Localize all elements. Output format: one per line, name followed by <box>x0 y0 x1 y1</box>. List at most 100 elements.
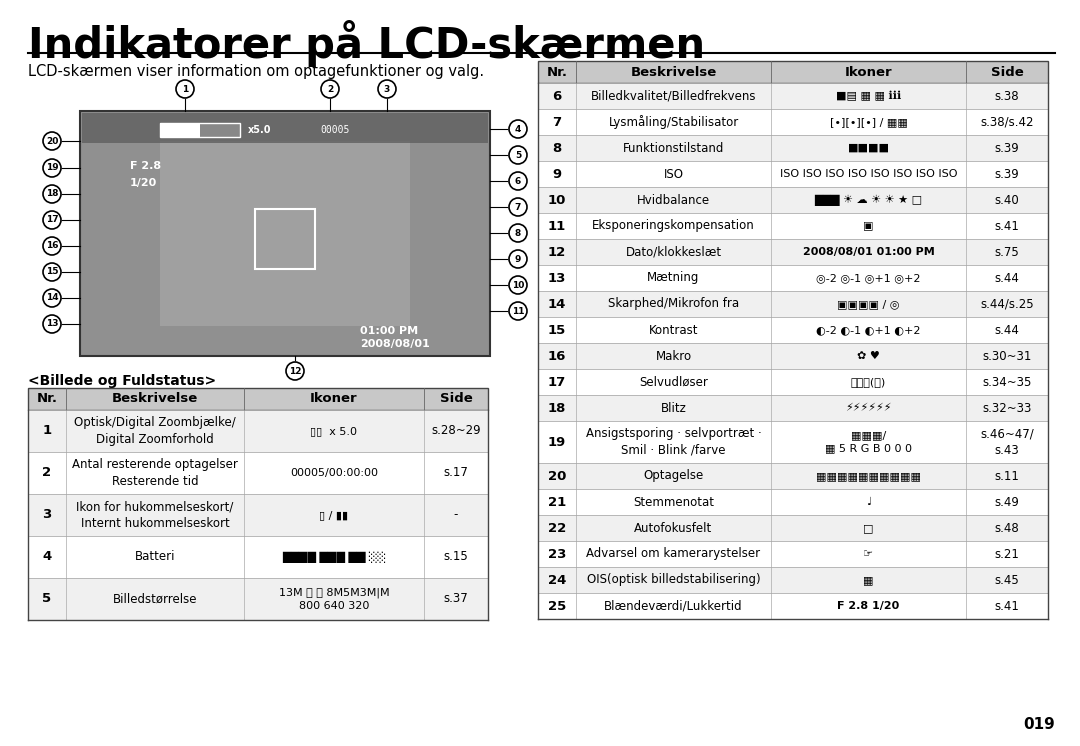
Text: 12: 12 <box>288 366 301 375</box>
Text: 11: 11 <box>512 307 524 316</box>
Text: 9: 9 <box>515 254 522 263</box>
FancyBboxPatch shape <box>538 395 1048 421</box>
Text: 18: 18 <box>45 189 58 198</box>
Text: s.32~33: s.32~33 <box>983 401 1031 415</box>
Circle shape <box>321 80 339 98</box>
Text: ▯ / ▮▮: ▯ / ▮▮ <box>320 510 349 520</box>
Text: F 2.8: F 2.8 <box>130 161 161 171</box>
Text: <Billede og Fuldstatus>: <Billede og Fuldstatus> <box>28 374 216 388</box>
Text: Blitz: Blitz <box>661 401 687 415</box>
FancyBboxPatch shape <box>538 369 1048 395</box>
FancyBboxPatch shape <box>538 515 1048 541</box>
Text: ⚡⚡⚡⚡⚡⚡: ⚡⚡⚡⚡⚡⚡ <box>846 403 892 413</box>
FancyBboxPatch shape <box>538 489 1048 515</box>
Text: Advarsel om kamerarystelser: Advarsel om kamerarystelser <box>586 548 760 560</box>
Text: Billedstørrelse: Billedstørrelse <box>112 592 198 606</box>
FancyBboxPatch shape <box>538 187 1048 213</box>
Text: 20: 20 <box>45 137 58 145</box>
Text: s.41: s.41 <box>995 600 1020 612</box>
Text: x5.0: x5.0 <box>248 125 271 135</box>
FancyBboxPatch shape <box>28 452 488 494</box>
Text: Nr.: Nr. <box>37 392 57 406</box>
Text: 25: 25 <box>548 600 566 612</box>
Text: Stemmenotat: Stemmenotat <box>633 495 714 509</box>
Text: 18: 18 <box>548 401 566 415</box>
Text: ⌛⌛⌛(⌛): ⌛⌛⌛(⌛) <box>851 377 886 387</box>
Text: 7: 7 <box>515 202 522 212</box>
FancyBboxPatch shape <box>538 593 1048 619</box>
Circle shape <box>43 159 60 177</box>
Text: Batteri: Batteri <box>135 551 175 563</box>
Circle shape <box>509 302 527 320</box>
Text: s.34~35: s.34~35 <box>983 375 1031 389</box>
Text: ▦: ▦ <box>863 575 874 585</box>
Text: 2: 2 <box>42 466 52 480</box>
Text: ✿ ♥: ✿ ♥ <box>858 351 880 361</box>
Text: 9: 9 <box>553 168 562 181</box>
Text: 22: 22 <box>548 521 566 534</box>
FancyBboxPatch shape <box>538 135 1048 161</box>
FancyBboxPatch shape <box>538 61 1048 83</box>
FancyBboxPatch shape <box>538 421 1048 463</box>
Text: Side: Side <box>990 66 1024 78</box>
FancyBboxPatch shape <box>538 265 1048 291</box>
Circle shape <box>509 146 527 164</box>
Text: 11: 11 <box>548 219 566 233</box>
Text: s.49: s.49 <box>995 495 1020 509</box>
Text: 1: 1 <box>42 424 52 437</box>
FancyBboxPatch shape <box>160 123 200 137</box>
FancyBboxPatch shape <box>538 109 1048 135</box>
Text: s.30~31: s.30~31 <box>983 349 1031 363</box>
Circle shape <box>43 132 60 150</box>
FancyBboxPatch shape <box>28 578 488 620</box>
Circle shape <box>43 237 60 255</box>
Text: 16: 16 <box>548 349 566 363</box>
Text: 2008/08/01 01:00 PM: 2008/08/01 01:00 PM <box>802 247 934 257</box>
Text: Ansigstsporing · selvportræt ·
Smil · Blink /farve: Ansigstsporing · selvportræt · Smil · Bl… <box>585 427 761 457</box>
Text: 00005: 00005 <box>320 125 349 135</box>
Text: Optagelse: Optagelse <box>644 469 704 483</box>
Text: ■▤ ▦ ▦ ℹℹℹ: ■▤ ▦ ▦ ℹℹℹ <box>836 91 901 101</box>
Text: ▦▦▦▦▦▦▦▦▦▦: ▦▦▦▦▦▦▦▦▦▦ <box>816 471 921 481</box>
Text: Ikon for hukommelseskort/
Internt hukommelseskort: Ikon for hukommelseskort/ Internt hukomm… <box>77 501 233 530</box>
Circle shape <box>286 362 303 380</box>
Text: Optisk/Digital Zoombjælke/
Digital Zoomforhold: Optisk/Digital Zoombjælke/ Digital Zoomf… <box>75 416 235 446</box>
Text: 6: 6 <box>515 177 522 186</box>
Text: s.39: s.39 <box>995 142 1020 154</box>
FancyBboxPatch shape <box>160 123 240 137</box>
FancyBboxPatch shape <box>28 388 488 410</box>
Text: s.40: s.40 <box>995 193 1020 207</box>
Text: 3: 3 <box>42 509 52 521</box>
Text: Mætning: Mætning <box>647 272 700 284</box>
Text: s.11: s.11 <box>995 469 1020 483</box>
FancyBboxPatch shape <box>160 141 410 326</box>
Text: 24: 24 <box>548 574 566 586</box>
Text: Ikoner: Ikoner <box>845 66 892 78</box>
Text: Autofokusfelt: Autofokusfelt <box>634 521 713 534</box>
Circle shape <box>43 211 60 229</box>
Text: Dato/klokkeslæt: Dato/klokkeslæt <box>625 245 721 259</box>
Text: 5: 5 <box>42 592 52 606</box>
Text: s.48: s.48 <box>995 521 1020 534</box>
Text: 12: 12 <box>548 245 566 259</box>
Circle shape <box>509 198 527 216</box>
Text: 13: 13 <box>45 319 58 328</box>
Text: ▦▦▦/
▦ 5 R G B 0 0 0: ▦▦▦/ ▦ 5 R G B 0 0 0 <box>825 430 912 454</box>
Text: 1: 1 <box>181 84 188 93</box>
Text: 2008/08/01: 2008/08/01 <box>360 339 430 349</box>
Text: ▯▯  x 5.0: ▯▯ x 5.0 <box>311 426 357 436</box>
Text: 10: 10 <box>512 280 524 289</box>
Text: ISO ISO ISO ISO ISO ISO ISO ISO: ISO ISO ISO ISO ISO ISO ISO ISO <box>780 169 957 179</box>
Text: 21: 21 <box>548 495 566 509</box>
Text: 00005/00:00:00: 00005/00:00:00 <box>291 468 378 478</box>
Text: Hvidbalance: Hvidbalance <box>637 193 710 207</box>
FancyBboxPatch shape <box>538 161 1048 187</box>
FancyBboxPatch shape <box>28 536 488 578</box>
Text: s.38: s.38 <box>995 90 1020 102</box>
Text: 15: 15 <box>548 324 566 336</box>
Circle shape <box>43 263 60 281</box>
Text: s.41: s.41 <box>995 219 1020 233</box>
Text: 14: 14 <box>548 298 566 310</box>
Text: ▣: ▣ <box>863 221 874 231</box>
FancyBboxPatch shape <box>538 463 1048 489</box>
